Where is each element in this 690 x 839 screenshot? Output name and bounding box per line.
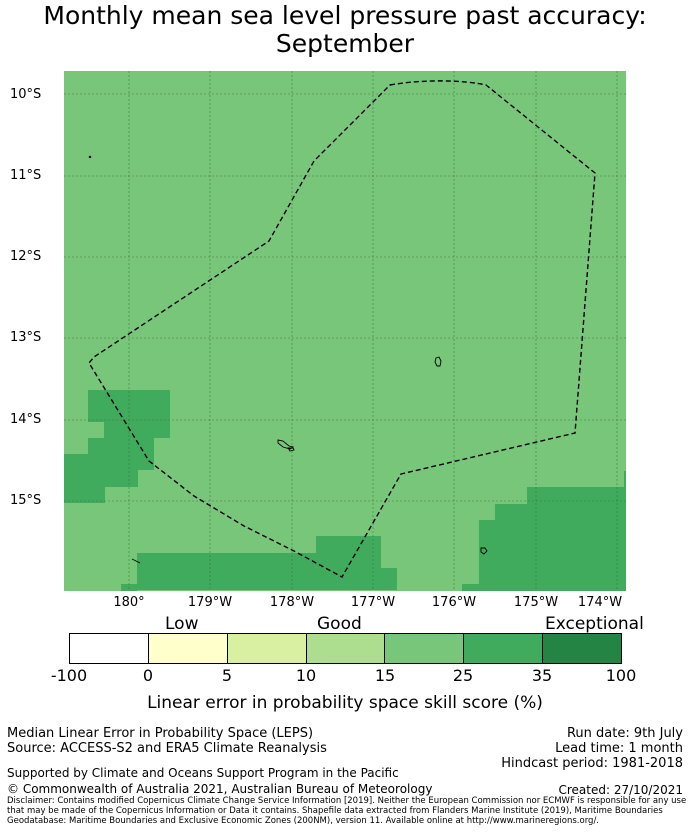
- colorbar: [69, 633, 622, 664]
- lon-label: 176°W: [431, 595, 477, 610]
- source-text: Source: ACCESS-S2 and ERA5 Climate Reana…: [7, 741, 327, 756]
- colorbar-tick: 100: [605, 666, 637, 685]
- islands: [88, 155, 488, 564]
- lon-label: 174°W: [577, 595, 623, 610]
- colorbar-segment: [70, 634, 149, 663]
- skill-field-high: [64, 390, 626, 591]
- colorbar-category-low: Low: [165, 614, 199, 634]
- run-date-text: Run date: 9th July: [566, 726, 683, 741]
- lead-time-text: Lead time: 1 month: [555, 741, 683, 756]
- colorbar-category-good: Good: [317, 614, 362, 634]
- lon-label: 175°W: [513, 595, 559, 610]
- colorbar-tick: 5: [221, 666, 233, 685]
- created-text: Created: 27/10/2021: [558, 783, 683, 797]
- lon-label: 180°: [113, 595, 145, 610]
- map-panel: [64, 71, 626, 591]
- colorbar-label: Linear error in probability space skill …: [147, 693, 543, 713]
- map-canvas: [64, 71, 626, 591]
- colorbar-segment: [306, 634, 386, 663]
- colorbar-segment: [385, 634, 465, 663]
- eez-boundary: [88, 80, 596, 578]
- hindcast-text: Hindcast period: 1981-2018: [501, 756, 683, 771]
- title-line-1: Monthly mean sea level pressure past acc…: [43, 1, 647, 30]
- colorbar-segment: [543, 634, 622, 663]
- disclaimer-text: Disclaimer: Contains modified Copernicus…: [7, 796, 687, 826]
- method-text: Median Linear Error in Probability Space…: [7, 726, 314, 741]
- colorbar-tick: 25: [452, 666, 474, 685]
- map-title: Monthly mean sea level pressure past acc…: [0, 2, 690, 58]
- colorbar-tick: 10: [295, 666, 317, 685]
- support-text: Supported by Climate and Oceans Support …: [7, 766, 399, 780]
- lat-label: 15°S: [10, 493, 42, 508]
- lon-label: 178°W: [269, 595, 315, 610]
- lat-label: 13°S: [10, 330, 42, 345]
- colorbar-tick: 15: [374, 666, 396, 685]
- colorbar-segment: [227, 634, 307, 663]
- lat-label: 12°S: [10, 249, 42, 264]
- colorbar-tick: 0: [142, 666, 154, 685]
- lon-label: 177°W: [350, 595, 396, 610]
- colorbar-category-exceptional: Exceptional: [545, 614, 644, 634]
- colorbar-tick: -100: [50, 666, 88, 685]
- colorbar-segment: [148, 634, 228, 663]
- lon-label: 179°W: [187, 595, 233, 610]
- copyright-text: © Commonwealth of Australia 2021, Austra…: [7, 782, 433, 796]
- colorbar-segment: [464, 634, 544, 663]
- title-line-2: September: [275, 29, 415, 58]
- map-gridlines: [64, 71, 626, 591]
- colorbar-tick: 35: [531, 666, 553, 685]
- lat-label: 11°S: [10, 168, 42, 183]
- lat-label: 14°S: [10, 412, 42, 427]
- lat-label: 10°S: [10, 87, 42, 102]
